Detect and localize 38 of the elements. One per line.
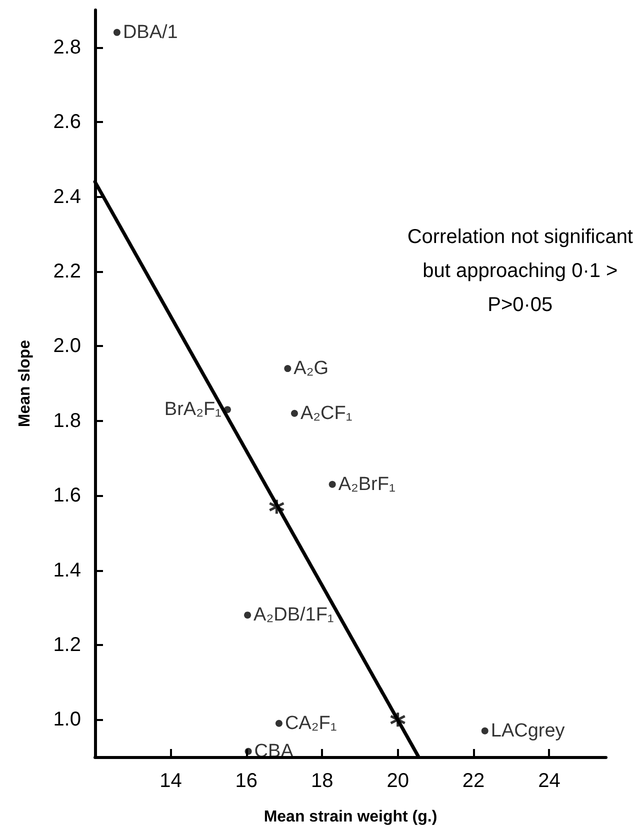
x-tick-label: 16	[235, 770, 258, 792]
annotation: LACgrey	[490, 720, 566, 742]
point	[113, 28, 120, 36]
point	[284, 365, 292, 372]
point	[390, 711, 406, 728]
x-tick-label: 24	[538, 770, 560, 792]
y-tick-label: 2.8	[53, 36, 81, 58]
y-tick-label: 1.0	[53, 708, 81, 731]
annotation: CA₂F₁	[284, 712, 337, 734]
y-tick-label: 2.0	[53, 335, 81, 358]
y-tick-label: 1.2	[53, 634, 81, 656]
x-axis-title: Mean strain weight (g.)	[264, 808, 438, 826]
point	[290, 410, 298, 417]
y-tick-label: 1.8	[53, 410, 81, 432]
y-tick-label: 2.4	[53, 186, 81, 208]
x-tick-label: 18	[310, 770, 334, 792]
annotation: A₂BrF₁	[338, 474, 396, 495]
point	[224, 406, 231, 414]
annotation: DBA/1	[122, 22, 178, 43]
point	[244, 612, 252, 619]
y-axis-title: Mean slope	[16, 340, 34, 428]
y-tick-label: 2.2	[53, 260, 81, 282]
x-tick-label: 14	[160, 770, 182, 792]
point	[481, 727, 488, 734]
annotation: A₂DB/1F₁	[254, 604, 334, 626]
y-tick-label: 2.6	[53, 111, 81, 134]
point	[275, 720, 282, 727]
annotation: A₂G	[294, 358, 328, 380]
annotation: BrA₂F₁	[164, 399, 222, 420]
annotation: Correlation not significant but approaching 0·1 > P>0·05	[407, 226, 634, 316]
point	[244, 748, 252, 755]
x-tick-label: 20	[386, 770, 409, 792]
y-tick-label: 1.6	[53, 484, 81, 507]
annotation: A₂CF₁	[300, 402, 352, 424]
point	[268, 498, 285, 516]
point	[328, 480, 336, 488]
x-tick-label: 22	[462, 770, 485, 792]
y-tick-label: 1.4	[53, 559, 81, 582]
